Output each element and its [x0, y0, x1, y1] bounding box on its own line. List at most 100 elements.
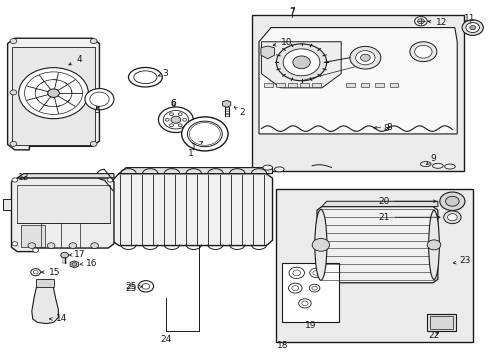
Text: 10: 10: [273, 38, 292, 47]
Text: 5: 5: [94, 106, 100, 115]
Polygon shape: [222, 100, 230, 107]
Circle shape: [311, 286, 317, 290]
FancyBboxPatch shape: [346, 83, 354, 87]
Text: 9: 9: [426, 154, 435, 165]
Circle shape: [90, 92, 109, 106]
Circle shape: [24, 72, 82, 114]
Polygon shape: [17, 174, 114, 178]
Circle shape: [31, 269, 41, 276]
FancyBboxPatch shape: [427, 314, 455, 330]
Ellipse shape: [274, 167, 284, 172]
Circle shape: [301, 301, 307, 306]
Text: 8: 8: [373, 123, 391, 132]
Circle shape: [308, 284, 319, 292]
Text: 3: 3: [158, 69, 168, 78]
Circle shape: [91, 243, 98, 248]
Circle shape: [461, 20, 482, 35]
Text: 15: 15: [41, 267, 60, 276]
Text: 7: 7: [288, 8, 294, 17]
Circle shape: [158, 107, 193, 132]
Circle shape: [189, 123, 220, 145]
Circle shape: [69, 243, 77, 248]
Circle shape: [138, 281, 153, 292]
Polygon shape: [8, 38, 99, 150]
Circle shape: [298, 299, 310, 308]
Text: 1: 1: [187, 149, 193, 158]
FancyBboxPatch shape: [275, 189, 472, 342]
FancyBboxPatch shape: [311, 83, 320, 87]
FancyBboxPatch shape: [17, 185, 110, 222]
Circle shape: [48, 89, 59, 98]
Circle shape: [187, 121, 222, 147]
Circle shape: [414, 45, 431, 58]
Text: 25: 25: [125, 282, 137, 291]
Polygon shape: [321, 201, 437, 207]
Circle shape: [309, 268, 322, 278]
Circle shape: [178, 124, 182, 127]
Text: 16: 16: [80, 259, 97, 268]
Circle shape: [291, 285, 298, 291]
Text: 20: 20: [377, 197, 435, 206]
Ellipse shape: [134, 71, 157, 84]
Circle shape: [33, 248, 39, 252]
Circle shape: [360, 54, 369, 61]
Circle shape: [169, 124, 173, 127]
FancyBboxPatch shape: [36, 279, 54, 287]
FancyBboxPatch shape: [275, 83, 284, 87]
Polygon shape: [119, 168, 272, 174]
Circle shape: [409, 42, 436, 62]
Text: 19: 19: [305, 321, 316, 330]
Circle shape: [182, 118, 186, 121]
Circle shape: [201, 131, 208, 137]
Circle shape: [163, 111, 188, 129]
Circle shape: [311, 238, 329, 251]
Text: 1: 1: [190, 141, 202, 152]
FancyBboxPatch shape: [251, 15, 464, 171]
Polygon shape: [32, 280, 58, 324]
FancyBboxPatch shape: [264, 83, 272, 87]
Text: 11: 11: [463, 14, 474, 23]
Circle shape: [465, 23, 478, 32]
Circle shape: [447, 214, 456, 221]
Circle shape: [276, 44, 326, 81]
Text: 13: 13: [18, 173, 30, 182]
Text: 24: 24: [160, 335, 171, 344]
Circle shape: [417, 19, 424, 24]
Text: 7: 7: [288, 8, 294, 17]
Circle shape: [90, 39, 97, 44]
Polygon shape: [70, 261, 79, 268]
Text: 22: 22: [427, 331, 439, 340]
Circle shape: [10, 39, 17, 44]
Circle shape: [72, 262, 77, 266]
FancyBboxPatch shape: [12, 47, 95, 145]
Circle shape: [283, 49, 319, 76]
Polygon shape: [261, 42, 341, 88]
Ellipse shape: [432, 163, 442, 168]
Ellipse shape: [263, 165, 272, 170]
FancyBboxPatch shape: [21, 225, 45, 247]
Polygon shape: [3, 199, 11, 210]
Circle shape: [90, 90, 97, 95]
Text: 17: 17: [69, 250, 86, 259]
Circle shape: [427, 240, 440, 250]
Circle shape: [165, 118, 169, 121]
Circle shape: [33, 270, 38, 274]
Circle shape: [312, 271, 319, 275]
Text: 18: 18: [277, 341, 288, 350]
Text: 6: 6: [170, 99, 176, 108]
Circle shape: [469, 26, 475, 30]
Circle shape: [90, 141, 97, 146]
FancyBboxPatch shape: [389, 83, 397, 87]
Circle shape: [10, 90, 17, 95]
Text: 4: 4: [69, 55, 82, 65]
Circle shape: [61, 252, 68, 258]
Circle shape: [28, 243, 36, 248]
Circle shape: [191, 124, 218, 144]
Circle shape: [142, 283, 149, 289]
FancyBboxPatch shape: [374, 83, 383, 87]
Polygon shape: [316, 207, 437, 283]
Circle shape: [292, 56, 309, 69]
FancyBboxPatch shape: [287, 83, 296, 87]
Circle shape: [10, 141, 17, 146]
Circle shape: [169, 113, 173, 116]
